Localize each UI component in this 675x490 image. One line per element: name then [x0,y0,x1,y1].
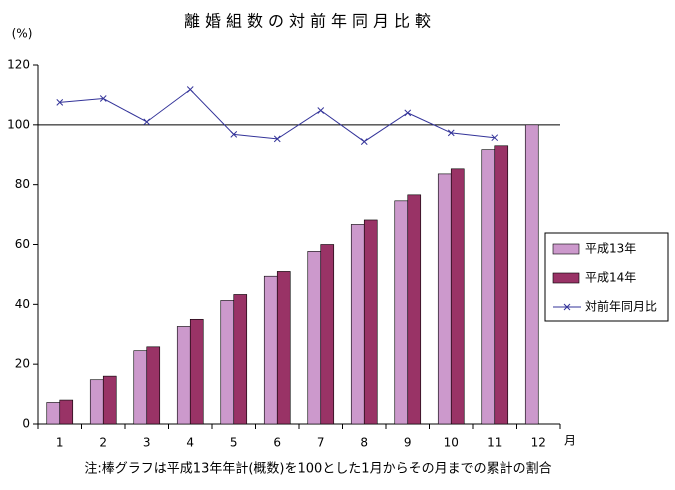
legend-label: 平成13年 [585,242,636,256]
x-tick-label: 1 [56,436,64,450]
bar [494,145,509,425]
legend-swatch [552,272,580,284]
legend-label: 対前年同月比 [585,299,657,314]
y-tick-label: 60 [15,237,30,251]
x-tick-label: 8 [360,436,368,450]
x-tick-label: 4 [186,436,194,450]
line-marker [230,131,238,138]
bar [176,326,191,425]
y-axis-label: (%) [12,27,33,41]
y-tick-label: 40 [15,297,30,311]
line-marker [99,95,107,102]
y-tick-label: 80 [15,177,30,191]
bar [146,346,161,425]
y-tick-label: 20 [15,357,30,371]
line-marker [143,118,151,126]
legend-marker [563,303,571,311]
y-tick-label: 100 [7,117,30,131]
bar [220,300,235,425]
chart-title: 離婚組数の対前年同月比較 [184,12,436,31]
y-tick-label: 120 [7,58,30,72]
line-marker [447,129,455,137]
bar [524,124,539,425]
line-marker [317,107,325,114]
line-marker [186,86,194,93]
bar [276,271,291,425]
bar [394,200,409,425]
bar [307,251,322,425]
footnote: 注:棒グラフは平成13年年計(概数)を100とした1月からその月までの累計の割合 [84,461,551,477]
line-series [59,88,495,143]
x-tick-label: 2 [99,436,107,450]
x-tick-label: 7 [317,436,325,450]
bar [437,173,452,425]
x-tick-label: 6 [273,436,281,450]
bar [102,375,117,425]
bar [59,399,74,425]
legend-swatch [552,243,580,255]
line-marker [491,134,499,142]
bar [350,224,365,425]
bar [89,379,104,425]
x-tick-label: 11 [487,436,502,450]
bar [320,244,335,425]
x-axis-label: 月 [564,434,576,448]
x-tick-label: 10 [444,436,459,450]
x-tick-label: 5 [230,436,238,450]
legend-label: 平成14年 [585,271,636,285]
bar [263,275,278,425]
x-tick-label: 12 [531,436,546,450]
bar [407,194,422,425]
bar [363,219,378,425]
bar [233,294,248,425]
bar [481,149,496,425]
line-marker [404,109,412,117]
bar [189,318,204,425]
x-tick-label: 3 [143,436,151,450]
bar [133,350,148,425]
x-tick-label: 9 [404,436,412,450]
line-marker [56,99,64,106]
y-tick-label: 0 [22,417,30,431]
line-marker [273,135,281,143]
bar [450,168,465,425]
line-marker [360,138,368,145]
bar [46,402,61,425]
